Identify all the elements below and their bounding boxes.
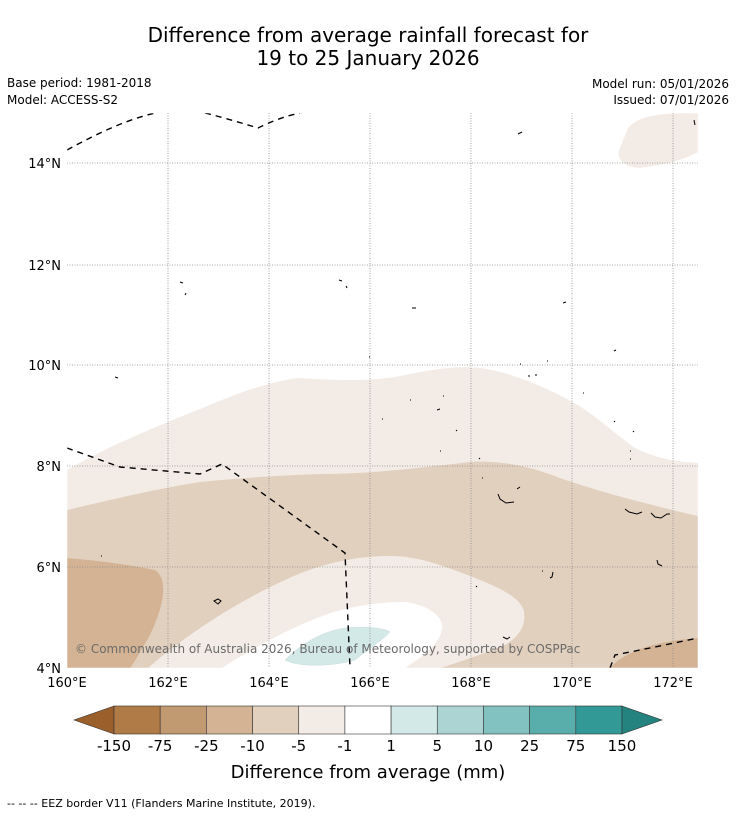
model-run-date: Model run: 05/01/2026 [591, 77, 729, 91]
issued-date: Issued: 07/01/2026 [613, 93, 729, 107]
colorbar-tick-label: -150 [97, 737, 131, 755]
rainfall-map: 14°N 12°N 10°N 8°N 6°N 4°N 160°E 162°E 1… [28, 112, 699, 783]
lat-label-10n: 10°N [28, 359, 61, 374]
eez-border-central [67, 447, 351, 668]
latitude-labels: 14°N 12°N 10°N 8°N 6°N 4°N [28, 157, 61, 677]
colorbar-tick-label: -25 [194, 737, 219, 755]
colorbar-swatch [390, 705, 438, 735]
colorbar-tick-label: 75 [566, 737, 585, 755]
contour-northeast-dry [618, 113, 698, 168]
colorbar-swatch [483, 705, 530, 735]
colorbar-swatch [206, 705, 253, 735]
colorbar-extend-low [73, 705, 115, 735]
colorbar-tick-label: -5 [291, 737, 306, 755]
colorbar-swatch [113, 705, 161, 735]
contour-plus1-to-plus5 [284, 626, 391, 666]
map-title-line2: 19 to 25 January 2026 [256, 46, 480, 70]
colorbar-swatch [159, 705, 207, 735]
contour-southeast-dry [610, 638, 698, 668]
colorbar-swatch [436, 705, 484, 735]
lat-label-6n: 6°N [37, 561, 62, 576]
colorbar-tick-label: 25 [520, 737, 539, 755]
colorbar-tick-label: -75 [148, 737, 173, 755]
lon-label-162e: 162°E [148, 676, 188, 691]
lon-label-170e: 170°E [552, 676, 592, 691]
colorbar-tick-label: 1 [386, 737, 396, 755]
eez-border-north [67, 113, 301, 151]
rainfall-contours [67, 113, 698, 668]
colorbar-tick-label: -10 [240, 737, 265, 755]
lon-label-160e: 160°E [47, 676, 87, 691]
colorbar-title: Difference from average (mm) [231, 762, 506, 783]
lon-label-172e: 172°E [653, 676, 693, 691]
colorbar-tick-label: -1 [337, 737, 352, 755]
lat-label-14n: 14°N [28, 157, 61, 172]
colorbar-tick-label: 10 [474, 737, 493, 755]
eez-borders [67, 113, 698, 668]
colorbar-swatch [252, 705, 300, 735]
colorbar-swatch [575, 705, 623, 735]
map-title-line1: Difference from average rainfall forecas… [147, 23, 589, 47]
lat-label-8n: 8°N [37, 460, 62, 475]
colorbar-swatch [298, 705, 346, 735]
lat-label-4n: 4°N [37, 662, 62, 677]
model-name: Model: ACCESS-S2 [7, 93, 119, 107]
contour-minus10-to-minus25 [67, 558, 164, 668]
colorbar: -150 -75 -25 -10 -5 -1 1 5 10 25 75 150 [73, 705, 663, 755]
lat-label-12n: 12°N [28, 259, 61, 274]
colorbar-tick-label: 5 [432, 737, 442, 755]
lon-label-164e: 164°E [249, 676, 289, 691]
lon-label-168e: 168°E [451, 676, 491, 691]
graticule [67, 113, 698, 668]
eez-legend-note: -- -- -- EEZ border V11 (Flanders Marine… [7, 797, 316, 810]
longitude-labels: 160°E 162°E 164°E 166°E 168°E 170°E 172°… [47, 676, 693, 691]
base-period: Base period: 1981-2018 [7, 76, 152, 90]
lon-label-166e: 166°E [350, 676, 390, 691]
copyright-notice: © Commonwealth of Australia 2026, Bureau… [75, 642, 580, 656]
colorbar-extend-high [621, 705, 663, 735]
islands [101, 119, 696, 640]
colorbar-tick-label: 150 [608, 737, 637, 755]
colorbar-swatch [529, 705, 577, 735]
colorbar-swatch [344, 705, 392, 735]
